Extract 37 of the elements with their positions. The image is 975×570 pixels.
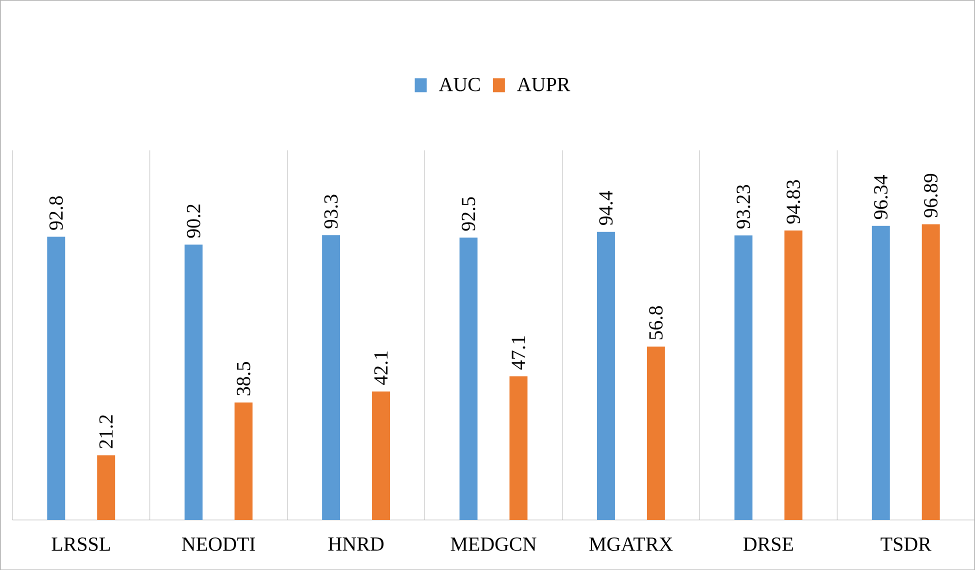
data-label: 96.34 (874, 174, 888, 219)
bar (460, 237, 478, 520)
bar (872, 226, 890, 520)
data-label: 93.23 (736, 184, 750, 228)
bar (322, 235, 340, 520)
data-label: 96.89 (924, 174, 938, 218)
x-tick-label: MEDGCN (450, 537, 536, 551)
x-tick-label: MGATRX (589, 537, 673, 551)
bar (646, 346, 665, 520)
x-tick-label: TSDR (880, 537, 932, 551)
data-label: 42.1 (374, 351, 388, 385)
data-label: 94.83 (786, 180, 800, 224)
data-label: 21.2 (99, 415, 113, 448)
data-label: 92.5 (462, 197, 476, 231)
bar (734, 235, 752, 520)
bar (784, 230, 802, 520)
data-label: 92.8 (49, 196, 63, 230)
data-label: 47.1 (512, 336, 526, 370)
data-label: 94.4 (599, 190, 613, 225)
bar (596, 232, 615, 520)
bar (97, 455, 116, 520)
data-label: 93.3 (324, 194, 338, 228)
bar (372, 391, 390, 520)
data-label: 90.2 (186, 204, 200, 238)
bar (509, 376, 528, 520)
legend-label: AUC (438, 78, 480, 92)
x-tick-label: HNRD (328, 537, 384, 550)
legend-label: AUPR (517, 78, 570, 92)
data-label: 38.5 (236, 362, 250, 396)
bar (184, 244, 203, 520)
bar (234, 402, 253, 520)
x-tick-label: LRSSL (52, 537, 110, 551)
bar (47, 236, 66, 520)
x-tick-label: NEODTI (182, 537, 256, 551)
data-label: 56.8 (649, 306, 663, 340)
bar (922, 224, 940, 520)
x-tick-label: DRSE (743, 537, 793, 551)
